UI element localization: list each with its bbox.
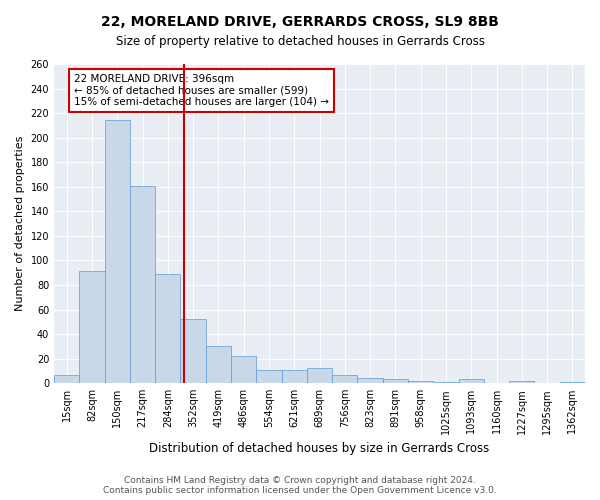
- Bar: [383, 380, 408, 383]
- Bar: [433, 382, 458, 383]
- Bar: [358, 378, 383, 383]
- Text: 22, MORELAND DRIVE, GERRARDS CROSS, SL9 8BB: 22, MORELAND DRIVE, GERRARDS CROSS, SL9 …: [101, 15, 499, 29]
- Bar: [458, 380, 484, 383]
- Bar: [560, 382, 585, 383]
- Bar: [509, 380, 535, 383]
- Bar: [104, 120, 130, 383]
- Bar: [130, 186, 155, 383]
- Bar: [231, 356, 256, 383]
- X-axis label: Distribution of detached houses by size in Gerrards Cross: Distribution of detached houses by size …: [149, 442, 490, 455]
- Bar: [332, 374, 358, 383]
- Text: Contains HM Land Registry data © Crown copyright and database right 2024.
Contai: Contains HM Land Registry data © Crown c…: [103, 476, 497, 495]
- Text: Size of property relative to detached houses in Gerrards Cross: Size of property relative to detached ho…: [115, 35, 485, 48]
- Text: 22 MORELAND DRIVE: 396sqm
← 85% of detached houses are smaller (599)
15% of semi: 22 MORELAND DRIVE: 396sqm ← 85% of detac…: [74, 74, 329, 107]
- Bar: [155, 274, 181, 383]
- Bar: [281, 370, 307, 383]
- Bar: [256, 370, 281, 383]
- Y-axis label: Number of detached properties: Number of detached properties: [15, 136, 25, 312]
- Bar: [79, 272, 104, 383]
- Bar: [408, 380, 433, 383]
- Bar: [206, 346, 231, 383]
- Bar: [54, 374, 79, 383]
- Bar: [307, 368, 332, 383]
- Bar: [181, 320, 206, 383]
